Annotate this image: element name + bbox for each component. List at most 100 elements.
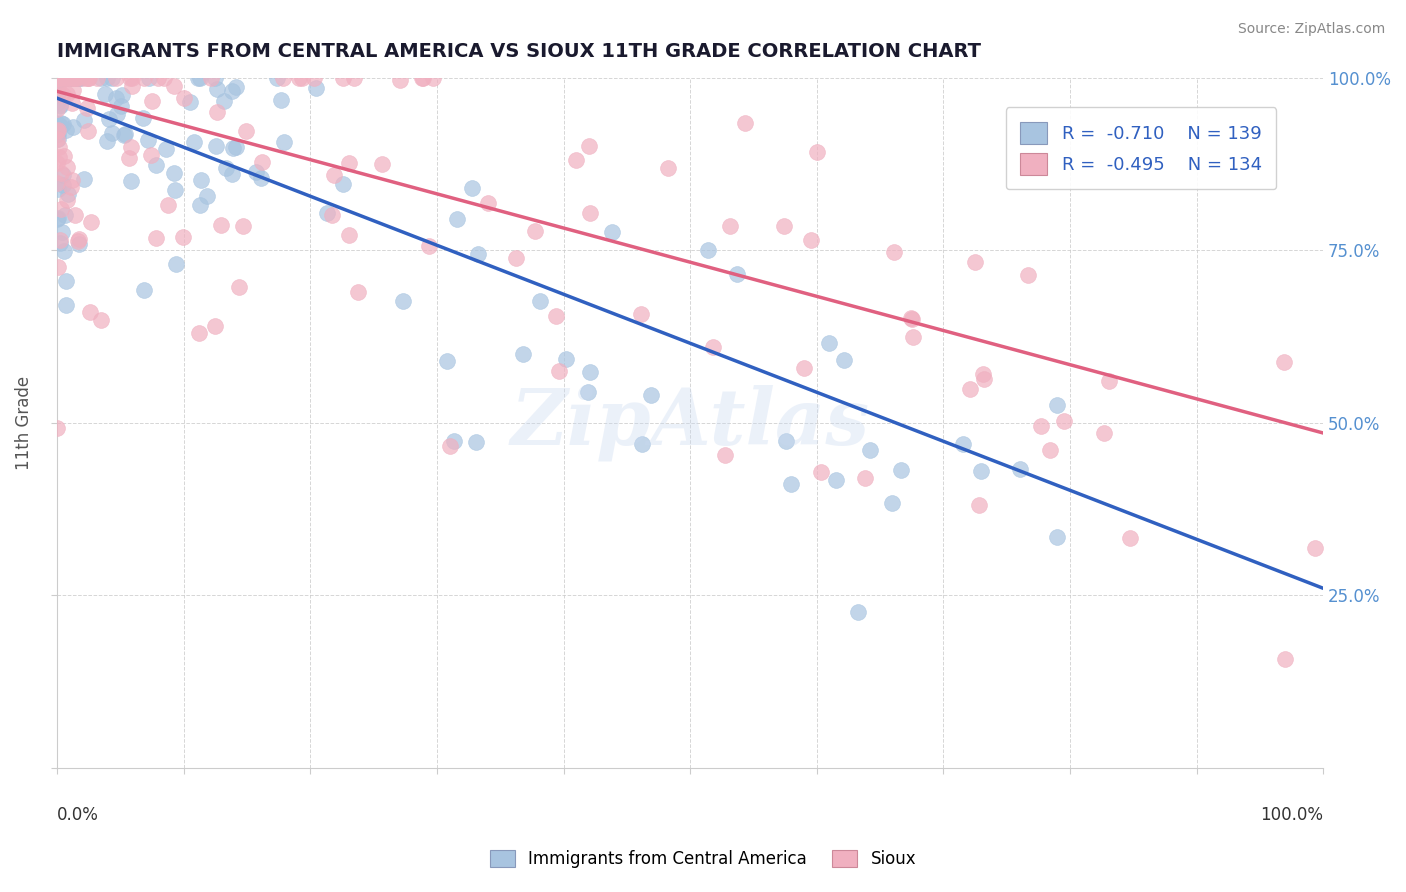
Point xyxy=(53,70,76,85)
Point xyxy=(288,70,311,85)
Point xyxy=(332,70,354,85)
Point xyxy=(153,70,176,85)
Point xyxy=(60,173,83,187)
Point xyxy=(859,442,882,457)
Point xyxy=(56,186,79,201)
Point xyxy=(94,87,117,101)
Point xyxy=(59,179,82,194)
Point xyxy=(101,70,124,85)
Point xyxy=(225,140,247,154)
Point xyxy=(90,312,112,326)
Point xyxy=(55,70,77,85)
Point xyxy=(630,307,652,321)
Point xyxy=(46,132,69,146)
Point xyxy=(554,352,576,367)
Point xyxy=(114,127,136,141)
Text: Source: ZipAtlas.com: Source: ZipAtlas.com xyxy=(1237,22,1385,37)
Point xyxy=(505,251,527,265)
Point xyxy=(371,156,394,170)
Point xyxy=(212,94,235,108)
Point xyxy=(1098,374,1121,388)
Point xyxy=(53,208,76,222)
Point xyxy=(76,101,98,115)
Point xyxy=(832,353,855,368)
Point xyxy=(148,70,170,85)
Point xyxy=(53,70,76,85)
Point xyxy=(73,171,96,186)
Point xyxy=(48,150,70,164)
Point xyxy=(96,70,118,85)
Point xyxy=(46,70,69,85)
Point xyxy=(232,219,254,233)
Point xyxy=(46,70,69,85)
Point xyxy=(163,79,186,94)
Point xyxy=(853,471,876,485)
Point xyxy=(576,384,599,399)
Point xyxy=(205,105,228,120)
Point xyxy=(1029,419,1052,434)
Point xyxy=(46,156,69,170)
Point xyxy=(46,70,69,85)
Point xyxy=(145,231,167,245)
Point xyxy=(291,70,314,85)
Point xyxy=(55,70,77,85)
Point xyxy=(156,198,179,212)
Point xyxy=(73,112,96,127)
Point xyxy=(79,70,101,85)
Point xyxy=(72,70,94,85)
Point xyxy=(225,80,247,95)
Point xyxy=(141,94,163,108)
Point xyxy=(848,605,870,619)
Point xyxy=(183,135,205,149)
Point xyxy=(46,70,69,85)
Point xyxy=(101,126,124,140)
Point xyxy=(209,218,232,232)
Point xyxy=(52,87,75,102)
Point xyxy=(780,477,803,491)
Point xyxy=(56,193,79,207)
Point xyxy=(464,434,486,449)
Point xyxy=(55,123,77,137)
Point xyxy=(46,70,69,85)
Point xyxy=(245,165,267,179)
Point xyxy=(66,70,89,85)
Point xyxy=(46,123,69,137)
Text: 0.0%: 0.0% xyxy=(58,805,100,823)
Point xyxy=(190,198,212,212)
Point xyxy=(305,81,328,95)
Point xyxy=(55,298,77,312)
Point xyxy=(339,156,361,170)
Text: ZipAtlas: ZipAtlas xyxy=(510,384,870,461)
Point xyxy=(46,70,69,85)
Point xyxy=(60,96,83,111)
Point xyxy=(60,70,83,85)
Point xyxy=(412,70,434,85)
Point xyxy=(578,139,600,153)
Point xyxy=(1092,425,1115,440)
Point xyxy=(900,310,922,325)
Point xyxy=(391,293,413,308)
Point xyxy=(529,293,551,308)
Point xyxy=(46,211,69,226)
Point xyxy=(49,98,72,112)
Point xyxy=(337,227,360,242)
Point xyxy=(121,140,143,154)
Point xyxy=(76,70,98,85)
Point xyxy=(48,118,70,132)
Point xyxy=(65,70,87,85)
Text: 100.0%: 100.0% xyxy=(1260,805,1323,823)
Point xyxy=(273,135,295,149)
Point xyxy=(187,70,209,85)
Point xyxy=(51,117,73,131)
Point xyxy=(145,158,167,172)
Point xyxy=(105,91,128,105)
Point xyxy=(1039,443,1062,458)
Point xyxy=(640,388,662,402)
Point xyxy=(48,234,70,248)
Point xyxy=(56,87,79,102)
Point xyxy=(702,340,724,354)
Point xyxy=(696,244,718,258)
Point xyxy=(51,70,73,85)
Point xyxy=(967,498,990,512)
Point xyxy=(204,138,226,153)
